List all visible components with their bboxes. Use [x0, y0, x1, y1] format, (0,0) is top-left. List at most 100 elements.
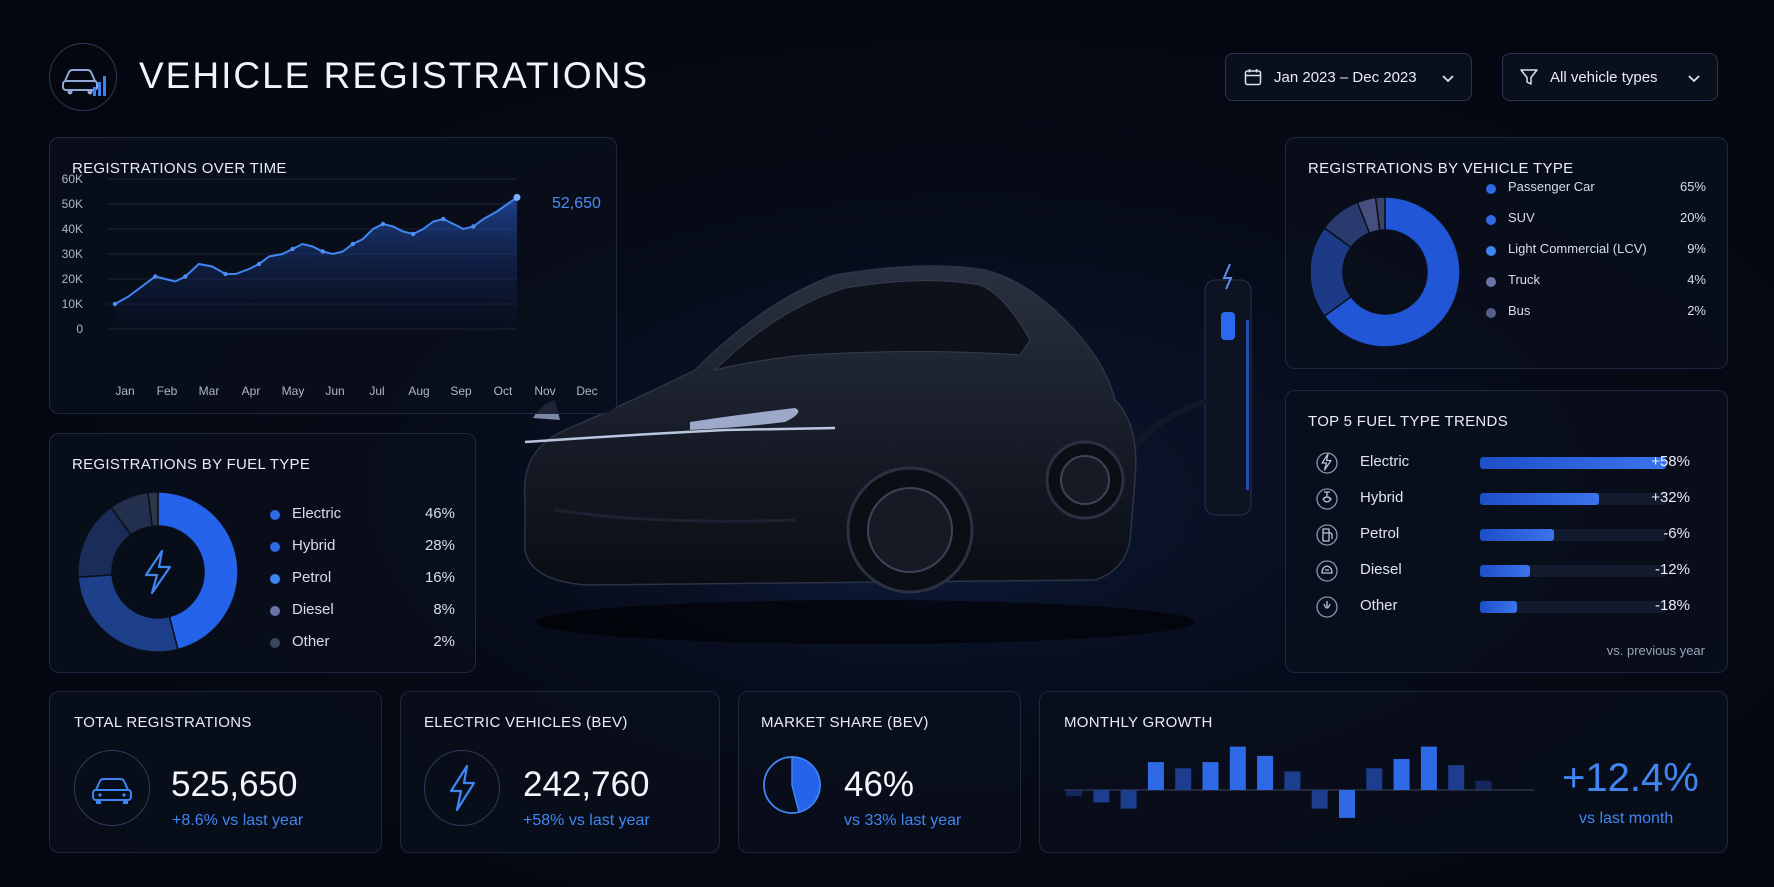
registrations-over-time-panel: REGISTRATIONS OVER TIME 52,650 0 10K 20K 30… — [49, 137, 617, 414]
panel-title: REGISTRATIONS BY FUEL TYPE — [72, 456, 311, 473]
vehicle-type-label: All vehicle types — [1550, 69, 1658, 86]
lightning-icon — [144, 549, 172, 595]
filter-icon — [1520, 69, 1538, 85]
lightning-icon — [424, 750, 500, 826]
legend-label: Light Commercial (LCV) — [1508, 241, 1647, 256]
market-share-comparison: vs 33% last year — [844, 812, 962, 829]
total-registrations-value: 525,650 — [171, 765, 298, 804]
panel-title: REGISTRATIONS BY VEHICLE TYPE — [1308, 160, 1574, 177]
trend-bar-fill — [1480, 529, 1555, 541]
legend-dot — [1486, 308, 1496, 318]
legend-item: Other 2% — [270, 633, 455, 653]
legend-dot — [1486, 277, 1496, 287]
legend-label: Truck — [1508, 272, 1541, 287]
electric-vehicles-change: +58% vs last year — [523, 812, 650, 829]
trend-bar-track — [1480, 457, 1666, 469]
chart-last-value-label: 52,650 — [552, 195, 601, 212]
trend-row: Other -18% — [1316, 593, 1690, 619]
trend-bar-track — [1480, 601, 1666, 613]
growth-bar — [1175, 768, 1192, 790]
trend-row: Electric +58% — [1316, 449, 1690, 475]
legend-label: Hybrid — [292, 537, 336, 554]
date-range-label: Jan 2023 – Dec 2023 — [1274, 69, 1417, 86]
card-title: ELECTRIC VEHICLES (BEV) — [424, 714, 628, 731]
growth-bar — [1147, 762, 1164, 790]
data-point — [183, 274, 188, 279]
x-tick-label: Jan — [115, 384, 134, 398]
trend-value: -12% — [1654, 561, 1690, 578]
pie-icon — [763, 756, 821, 814]
legend-value: 2% — [1687, 303, 1706, 318]
legend-value: 28% — [424, 537, 455, 554]
x-tick-label: Feb — [157, 384, 178, 398]
fuel-pump-icon — [1316, 524, 1338, 546]
legend-value: 2% — [433, 633, 455, 650]
legend-label: Bus — [1508, 303, 1531, 318]
total-registrations-change: +8.6% vs last year — [172, 812, 304, 829]
legend-dot — [270, 542, 280, 552]
legend-item: Light Commercial (LCV) 9% — [1486, 241, 1706, 261]
growth-bar — [1475, 780, 1492, 790]
legend-dot — [1486, 246, 1496, 256]
donut-slice-passenger-car — [1323, 196, 1461, 348]
fuel-type-donut — [77, 491, 239, 653]
card-title: TOTAL REGISTRATIONS — [74, 714, 252, 731]
vehicle-type-panel: REGISTRATIONS BY VEHICLE TYPE Passenger … — [1285, 137, 1728, 369]
growth-bar — [1229, 746, 1246, 790]
car-chart-icon — [49, 43, 117, 111]
growth-bar — [1448, 765, 1465, 790]
x-tick-label: Nov — [534, 384, 555, 398]
data-point — [290, 246, 295, 252]
market-share-card: MARKET SHARE (BEV) 46% vs 33% last year — [738, 691, 1021, 853]
x-tick-label: Apr — [242, 384, 261, 398]
trend-label: Other — [1360, 597, 1398, 614]
legend-dot — [270, 606, 280, 616]
legend-item: Hybrid 28% — [270, 537, 455, 557]
legend-item: Passenger Car 65% — [1486, 179, 1706, 199]
legend-item: Electric 46% — [270, 505, 455, 525]
panel-title: REGISTRATIONS OVER TIME — [72, 160, 287, 177]
legend-value: 8% — [433, 601, 455, 618]
diesel-icon — [1316, 560, 1338, 582]
growth-bar — [1257, 755, 1274, 790]
pie-share-slice — [791, 756, 821, 814]
panel-title: TOP 5 FUEL TYPE TRENDS — [1308, 413, 1508, 430]
registrations-line-chart: 0 10K 20K 30K 40K 50K 60K Jan Feb Mar Apr May Jun Jul… — [62, 172, 598, 398]
x-tick-label: Jun — [325, 384, 344, 398]
x-tick-label: Mar — [199, 384, 220, 398]
legend-value: 9% — [1687, 241, 1706, 256]
lightning-icon — [1316, 452, 1338, 474]
x-tick-label: Dec — [576, 384, 597, 398]
fuel-trends-panel: TOP 5 FUEL TYPE TRENDS Electric +58% Hybr… — [1285, 390, 1728, 673]
donut-slice-other — [147, 491, 159, 528]
y-tick-label: 30K — [62, 247, 83, 261]
x-tick-label: Oct — [494, 384, 513, 398]
chevron-down-icon — [1442, 75, 1454, 83]
legend-label: Passenger Car — [1508, 179, 1595, 194]
trend-label: Electric — [1360, 453, 1410, 470]
legend-value: 4% — [1687, 272, 1706, 287]
data-point — [153, 274, 158, 279]
trend-bar-fill — [1480, 493, 1600, 505]
growth-bar — [1393, 759, 1410, 790]
growth-bar — [1311, 790, 1328, 809]
growth-bar — [1202, 762, 1219, 790]
trend-value: -6% — [1663, 525, 1690, 542]
trend-bar-track — [1480, 529, 1666, 541]
vehicle-type-dropdown[interactable]: All vehicle types — [1502, 53, 1718, 101]
legend-value: 46% — [424, 505, 455, 522]
trend-value: +32% — [1651, 489, 1690, 506]
legend-value: 65% — [1679, 179, 1706, 194]
trend-value: +58% — [1651, 453, 1690, 470]
trend-row: Petrol -6% — [1316, 521, 1690, 547]
trend-value: -18% — [1654, 597, 1690, 614]
date-range-dropdown[interactable]: Jan 2023 – Dec 2023 — [1225, 53, 1472, 101]
trend-bar-fill — [1480, 601, 1518, 613]
trend-label: Diesel — [1360, 561, 1402, 578]
growth-bar — [1420, 746, 1437, 790]
donut-slice-bus — [1374, 196, 1386, 232]
chevron-down-icon — [1688, 75, 1700, 83]
market-share-value: 46% — [844, 765, 915, 804]
y-tick-label: 40K — [62, 222, 83, 236]
electric-vehicles-value: 242,760 — [523, 765, 650, 804]
